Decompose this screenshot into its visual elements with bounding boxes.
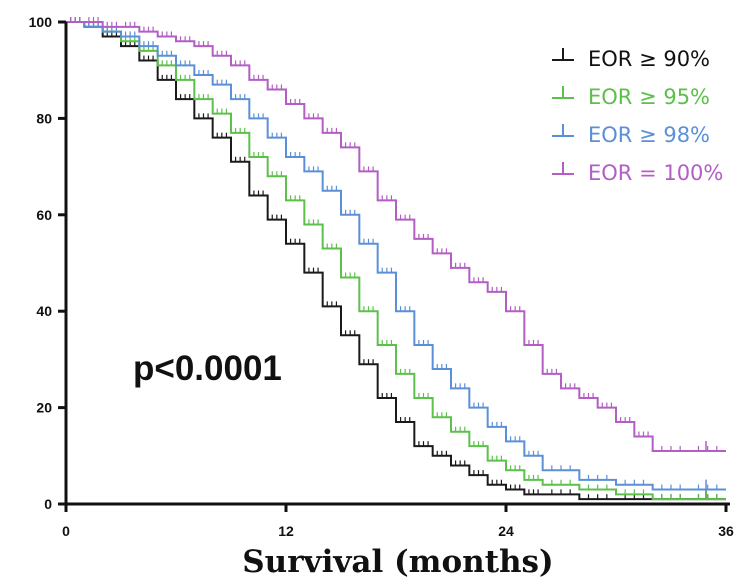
legend-item-4: EOR = 100% <box>552 161 723 185</box>
x-axis-label: Survival (months) <box>242 544 553 580</box>
x-tick-label: 12 <box>278 523 294 539</box>
legend-item-3: EOR ≥ 98% <box>552 123 710 147</box>
series-line-2 <box>66 21 726 501</box>
legend-label: EOR = 100% <box>588 161 723 185</box>
y-tick-label: 0 <box>44 496 52 512</box>
y-tick-label: 40 <box>36 303 52 319</box>
x-tick-label: 0 <box>62 523 70 539</box>
axes-layer <box>64 22 730 506</box>
y-tick-label: 20 <box>36 400 52 416</box>
y-tick-label: 80 <box>36 110 52 126</box>
x-tick-label: 36 <box>718 523 734 539</box>
series-line-3 <box>66 21 726 491</box>
y-tick-label: 100 <box>29 14 53 30</box>
series-line-4 <box>66 21 726 452</box>
p-value-annotation: p<0.0001 <box>133 349 282 388</box>
x-tick-label: 24 <box>498 523 514 539</box>
series-layer <box>66 17 726 501</box>
legend-label: EOR ≥ 98% <box>588 123 710 147</box>
ticks-layer: 0 20 40 60 80 100 0 12 24 36 <box>29 14 734 539</box>
legend-item-1: EOR ≥ 90% <box>552 47 710 71</box>
legend-item-2: EOR ≥ 95% <box>552 85 710 109</box>
legend-label: EOR ≥ 95% <box>588 85 710 109</box>
legend: EOR ≥ 90% EOR ≥ 95% EOR ≥ 98% EOR = 100% <box>552 47 723 185</box>
y-tick-label: 60 <box>36 207 52 223</box>
legend-label: EOR ≥ 90% <box>588 47 710 71</box>
